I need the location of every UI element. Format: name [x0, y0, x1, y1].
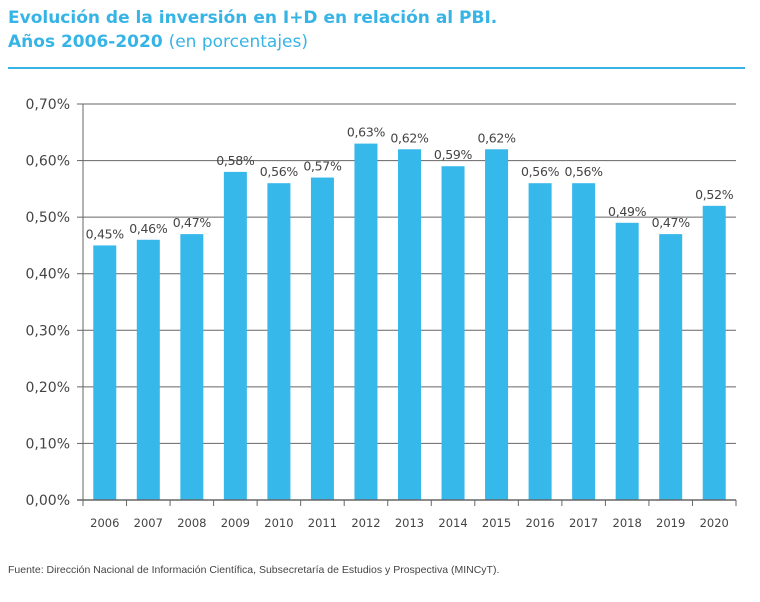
y-tick-label: 0,40% [26, 267, 70, 283]
y-tick-label: 0,70% [26, 97, 70, 113]
data-label: 0,57% [303, 159, 342, 174]
bar [572, 183, 596, 500]
x-tick-label: 2007 [134, 516, 163, 530]
bar [615, 222, 639, 501]
x-tick-label: 2009 [221, 516, 250, 530]
x-tick-label: 2008 [177, 516, 206, 530]
bar [702, 205, 726, 501]
bar [398, 149, 421, 500]
x-tick-label: 2012 [351, 516, 380, 530]
title-line-1: Evolución de la inversión en I+D en rela… [8, 8, 498, 28]
data-label: 0,45% [86, 226, 125, 241]
bar [310, 177, 334, 501]
data-label: 0,56% [565, 164, 604, 179]
y-tick-label: 0,10% [26, 436, 70, 452]
data-label: 0,63% [347, 125, 386, 140]
data-label: 0,46% [129, 221, 168, 236]
bar [180, 234, 204, 500]
x-tick-label: 2016 [525, 516, 554, 530]
bar [354, 143, 378, 500]
title-divider [8, 67, 745, 69]
bar [93, 245, 117, 500]
bar [528, 183, 552, 500]
y-tick-label: 0,20% [26, 380, 70, 396]
y-tick-label: 0,60% [26, 154, 70, 170]
bar [441, 166, 465, 500]
x-tick-label: 2019 [656, 516, 685, 530]
data-label: 0,47% [173, 215, 212, 230]
bar [136, 239, 160, 500]
title-line-2: Años 2006-2020 (en porcentajes) [8, 30, 497, 54]
data-label: 0,58% [216, 153, 255, 168]
x-tick-label: 2018 [613, 516, 642, 530]
x-tick-label: 2006 [90, 516, 119, 530]
bar [223, 171, 247, 500]
data-label: 0,56% [260, 164, 299, 179]
chart-title: Evolución de la inversión en I+D en rela… [8, 6, 497, 54]
x-tick-label: 2014 [438, 516, 467, 530]
x-tick-label: 2020 [700, 516, 729, 530]
title-units: (en porcentajes) [168, 32, 309, 52]
y-tick-label: 0,00% [26, 493, 70, 509]
data-label: 0,62% [390, 130, 429, 145]
bar [659, 234, 683, 500]
y-tick-label: 0,50% [26, 210, 70, 226]
x-tick-label: 2015 [482, 516, 511, 530]
source-note: Fuente: Dirección Nacional de Informació… [8, 564, 500, 576]
x-tick-label: 2010 [264, 516, 293, 530]
title-years: Años 2006-2020 [8, 32, 163, 52]
data-label: 0,52% [695, 187, 734, 202]
data-label: 0,49% [608, 204, 647, 219]
data-label: 0,56% [521, 164, 560, 179]
bar [267, 183, 291, 500]
data-label: 0,47% [652, 215, 691, 230]
data-label: 0,59% [434, 147, 473, 162]
y-tick-label: 0,30% [26, 323, 70, 339]
data-label: 0,62% [477, 130, 516, 145]
x-tick-label: 2013 [395, 516, 424, 530]
bar [485, 149, 509, 500]
x-tick-label: 2017 [569, 516, 598, 530]
x-tick-label: 2011 [308, 516, 337, 530]
